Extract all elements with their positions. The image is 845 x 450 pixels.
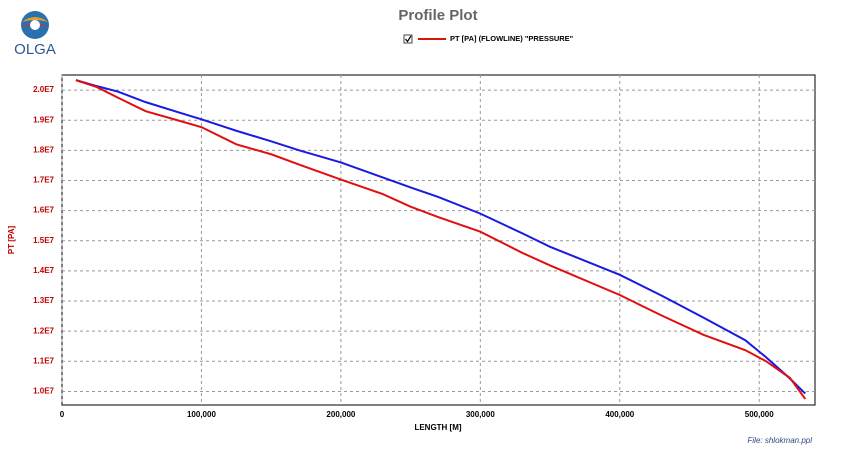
y-tick-label: 1.7E7 <box>33 176 54 185</box>
y-tick-label: 2.0E7 <box>33 85 54 94</box>
x-tick-label: 0 <box>60 410 65 419</box>
y-tick-label: 1.5E7 <box>33 236 54 245</box>
x-tick-label: 400,000 <box>605 410 634 419</box>
x-axis-label: LENGTH [M] <box>414 423 461 432</box>
x-tick-label: 200,000 <box>326 410 355 419</box>
y-tick-label: 1.6E7 <box>33 206 54 215</box>
legend-check <box>405 35 412 43</box>
y-tick-label: 1.9E7 <box>33 115 54 124</box>
x-tick-label: 500,000 <box>745 410 774 419</box>
legend-checkbox <box>403 34 413 44</box>
y-tick-label: 1.2E7 <box>33 326 54 335</box>
y-tick-label: 1.4E7 <box>33 266 54 275</box>
y-tick-label: 1.0E7 <box>33 387 54 396</box>
line-series <box>75 79 807 400</box>
y-tick-label: 1.1E7 <box>33 356 54 365</box>
x-tick-label: 300,000 <box>466 410 495 419</box>
logo-text: OLGA <box>14 41 56 58</box>
legend-label: PT [PA] (FLOWLINE) "PRESSURE" <box>450 34 574 43</box>
line-series <box>75 79 806 395</box>
chart-title: Profile Plot <box>398 7 477 24</box>
x-tick-label: 100,000 <box>187 410 216 419</box>
logo-icon <box>21 11 49 39</box>
y-tick-label: 1.3E7 <box>33 296 54 305</box>
y-tick-label: 1.8E7 <box>33 145 54 154</box>
file-note: File: shlokman.ppl <box>748 436 813 445</box>
y-axis-label: PT [PA] <box>7 226 16 255</box>
plot-area <box>61 74 816 406</box>
